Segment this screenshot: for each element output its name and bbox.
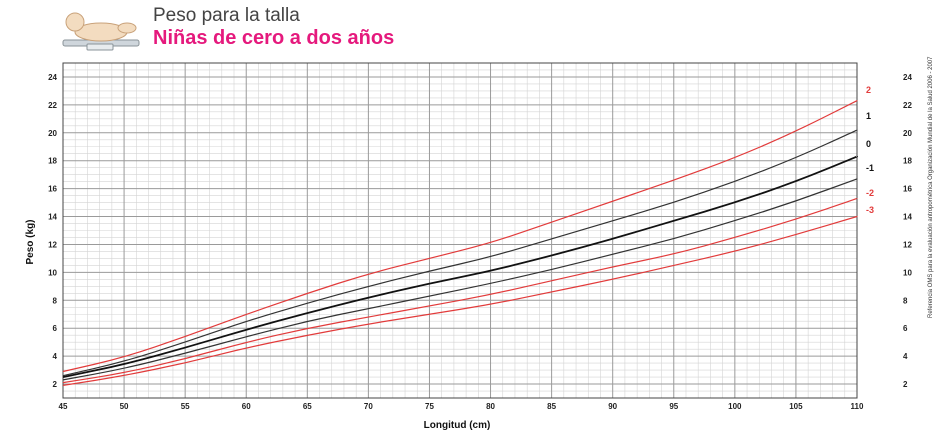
chart-header: Peso para la talla Niñas de cero a dos a… (0, 0, 948, 58)
x-tick-label: 95 (669, 402, 678, 411)
y-tick-label-right: 6 (903, 324, 908, 333)
x-tick-label: 80 (486, 402, 495, 411)
grid-minor-lines (63, 62, 857, 399)
series-label: -2 (866, 188, 874, 198)
y-tick-label-left: 20 (48, 129, 57, 138)
series-label: 2 (866, 85, 871, 95)
chart-subtitle: Niñas de cero a dos años (153, 27, 395, 49)
series-labels: 2 1 0 -1 -2 -3 (866, 85, 874, 215)
x-tick-label: 50 (120, 402, 129, 411)
x-tick-label: 60 (242, 402, 251, 411)
y-tick-label-left: 14 (48, 213, 57, 222)
y-tick-label-right: 4 (903, 352, 908, 361)
y-tick-label-left: 6 (53, 324, 58, 333)
y-axis-title: Peso (kg) (25, 219, 36, 264)
baby-on-scale-icon (62, 12, 140, 51)
series-label: 0 (866, 139, 871, 149)
y-tick-label-left: 10 (48, 268, 57, 277)
y-tick-label-left: 24 (48, 73, 57, 82)
plot-frame (62, 62, 858, 399)
y-tick-label-right: 24 (903, 73, 912, 82)
y-tick-label-right: 12 (903, 240, 912, 249)
x-tick-label: 65 (303, 402, 312, 411)
series-label: -3 (866, 205, 874, 215)
y-tick-label-right: 18 (903, 157, 912, 166)
series-line (62, 129, 858, 377)
y-tick-label-left: 4 (53, 352, 58, 361)
chart-title: Peso para la talla (153, 5, 300, 26)
series-line (62, 155, 858, 378)
x-tick-label: 70 (364, 402, 373, 411)
x-tick-label: 105 (789, 402, 803, 411)
x-tick-label: 110 (851, 402, 864, 411)
y-tick-label-left: 12 (48, 240, 57, 249)
y-tick-label-left: 8 (53, 296, 58, 305)
y-tick-label-left: 18 (48, 157, 57, 166)
x-tick-label: 100 (728, 402, 742, 411)
series-line (62, 215, 858, 386)
x-tick-label: 45 (59, 402, 68, 411)
x-tick-label: 55 (181, 402, 190, 411)
y-tick-label-right: 14 (903, 213, 912, 222)
x-axis-title: Longitud (cm) (424, 420, 491, 431)
series-label: 1 (866, 111, 871, 121)
x-tick-label: 90 (608, 402, 617, 411)
series-line (62, 197, 858, 384)
y-tick-label-right: 20 (903, 129, 912, 138)
y-tick-label-left: 2 (53, 380, 58, 389)
y-tick-label-right: 22 (903, 101, 912, 110)
series-line (62, 178, 858, 381)
side-credit: Referencia OMS para la evaluación antrop… (928, 56, 934, 319)
y-tick-label-right: 16 (903, 185, 912, 194)
y-tick-label-right: 8 (903, 296, 908, 305)
x-tick-label: 85 (547, 402, 556, 411)
x-tick-label: 75 (425, 402, 434, 411)
y-tick-label-left: 16 (48, 185, 57, 194)
y-tick-label-right: 10 (903, 268, 912, 277)
series-label: -1 (866, 163, 874, 173)
y-tick-label-left: 22 (48, 101, 57, 110)
series-lines (62, 100, 858, 386)
x-axis-ticks: 45 50 55 60 65 70 75 80 85 90 95 100 105 110 (59, 402, 864, 411)
y-tick-label-right: 2 (903, 380, 908, 389)
series-line (62, 100, 858, 373)
